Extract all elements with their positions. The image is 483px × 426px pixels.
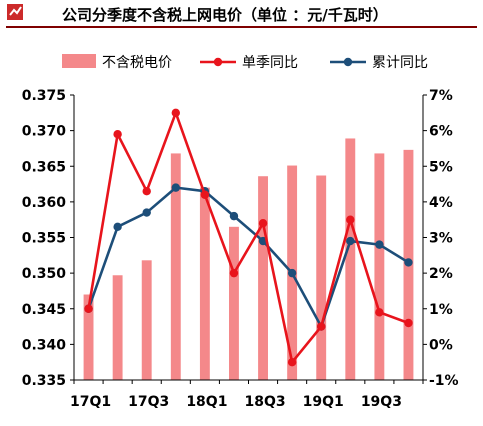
quarterly-yoy-point-19Q3: [375, 308, 384, 317]
legend-label-cumulative: 累计同比: [372, 55, 428, 71]
left-tick-label: 0.365: [22, 159, 66, 175]
left-tick-label: 0.370: [22, 124, 67, 140]
quarterly-yoy-point-18Q1: [200, 190, 210, 199]
left-tick-label: 0.350: [22, 266, 67, 282]
bar-18Q3: [258, 176, 268, 380]
x-tick-label: 18Q3: [244, 394, 285, 410]
left-tick-label: 0.345: [22, 302, 66, 318]
quarterly-yoy-point-17Q3: [142, 186, 151, 196]
quarterly-yoy-point-18Q3: [258, 219, 268, 228]
cumulative-yoy-point-18Q2: [229, 211, 239, 221]
bar-17Q2: [112, 275, 123, 380]
right-tick-label: 6%: [429, 124, 453, 140]
right-tick-label: 1%: [429, 302, 453, 318]
chart-title: 公司分季度不含税上网电价（单位 ：元/千瓦时）: [62, 6, 388, 24]
cumulative-yoy-point-19Q4: [404, 258, 413, 267]
bar-19Q3: [374, 153, 385, 380]
right-tick-label: 3%: [429, 231, 453, 247]
left-tick-label: 0.375: [22, 88, 66, 104]
bar-19Q2: [345, 138, 356, 380]
left-tick-label: 0.335: [22, 373, 66, 389]
x-tick-label: 19Q1: [303, 394, 344, 410]
x-tick-label: 17Q3: [128, 394, 169, 410]
cumulative-yoy-point-17Q4: [171, 183, 180, 192]
bar-17Q3: [141, 260, 152, 380]
bar-17Q4: [170, 153, 181, 380]
quarterly-yoy-point-19Q4: [404, 318, 413, 328]
quarterly-yoy-point-17Q1: [84, 304, 93, 313]
right-tick-label: 7%: [429, 88, 453, 104]
title-divider: [6, 26, 477, 28]
left-tick-label: 0.340: [22, 337, 67, 353]
right-tick-label: 0%: [429, 337, 453, 353]
quarterly-yoy-point-18Q2: [229, 268, 239, 278]
legend: 不含税电价 单季同比 累计同比: [62, 54, 428, 71]
left-tick-label: 0.355: [22, 231, 66, 247]
cumulative-yoy-point-19Q2: [346, 236, 355, 246]
x-tick-label: 18Q1: [186, 394, 227, 410]
legend-label-bar: 不含税电价: [102, 55, 172, 71]
cumulative-yoy-point-19Q3: [375, 240, 384, 249]
x-tick-label: 17Q1: [70, 394, 111, 410]
legend-swatch-cumulative-dot: [343, 57, 353, 67]
right-tick-label: 2%: [429, 266, 453, 282]
cumulative-yoy-point-18Q4: [287, 268, 297, 278]
cumulative-yoy-line: [87, 186, 410, 328]
quarterly-yoy-point-18Q4: [287, 357, 297, 367]
right-tick-label: -1%: [429, 373, 459, 389]
bar-19Q1: [316, 175, 327, 380]
bar-18Q2: [229, 226, 239, 380]
legend-swatch-bar: [62, 54, 96, 68]
left-tick-label: 0.360: [22, 195, 67, 211]
title-bar: 公司分季度不含税上网电价（单位 ：元/千瓦时）: [0, 0, 483, 30]
line-series: [84, 108, 413, 367]
right-tick-label: 5%: [429, 159, 453, 175]
quarterly-yoy-point-17Q4: [171, 108, 180, 118]
quarterly-yoy-point-19Q1: [317, 322, 326, 331]
legend-swatch-quarterly-dot: [213, 57, 223, 67]
axes: 0.335 0.340 0.345 0.350 0.355 0.360 0.365 0.370…: [22, 88, 459, 410]
quarterly-yoy-line: [87, 111, 409, 364]
bar-18Q1: [199, 187, 210, 380]
cumulative-yoy-point-17Q3: [142, 208, 151, 217]
right-tick-label: 4%: [429, 195, 453, 211]
report-bullet-icon: [7, 4, 23, 20]
quarterly-yoy-point-19Q2: [346, 215, 355, 224]
bar-17Q1: [83, 294, 94, 380]
quarterly-yoy-point-17Q2: [113, 129, 122, 139]
x-tick-label: 19Q3: [361, 394, 402, 410]
legend-label-quarterly: 单季同比: [242, 55, 298, 71]
cumulative-yoy-point-17Q2: [113, 222, 122, 232]
